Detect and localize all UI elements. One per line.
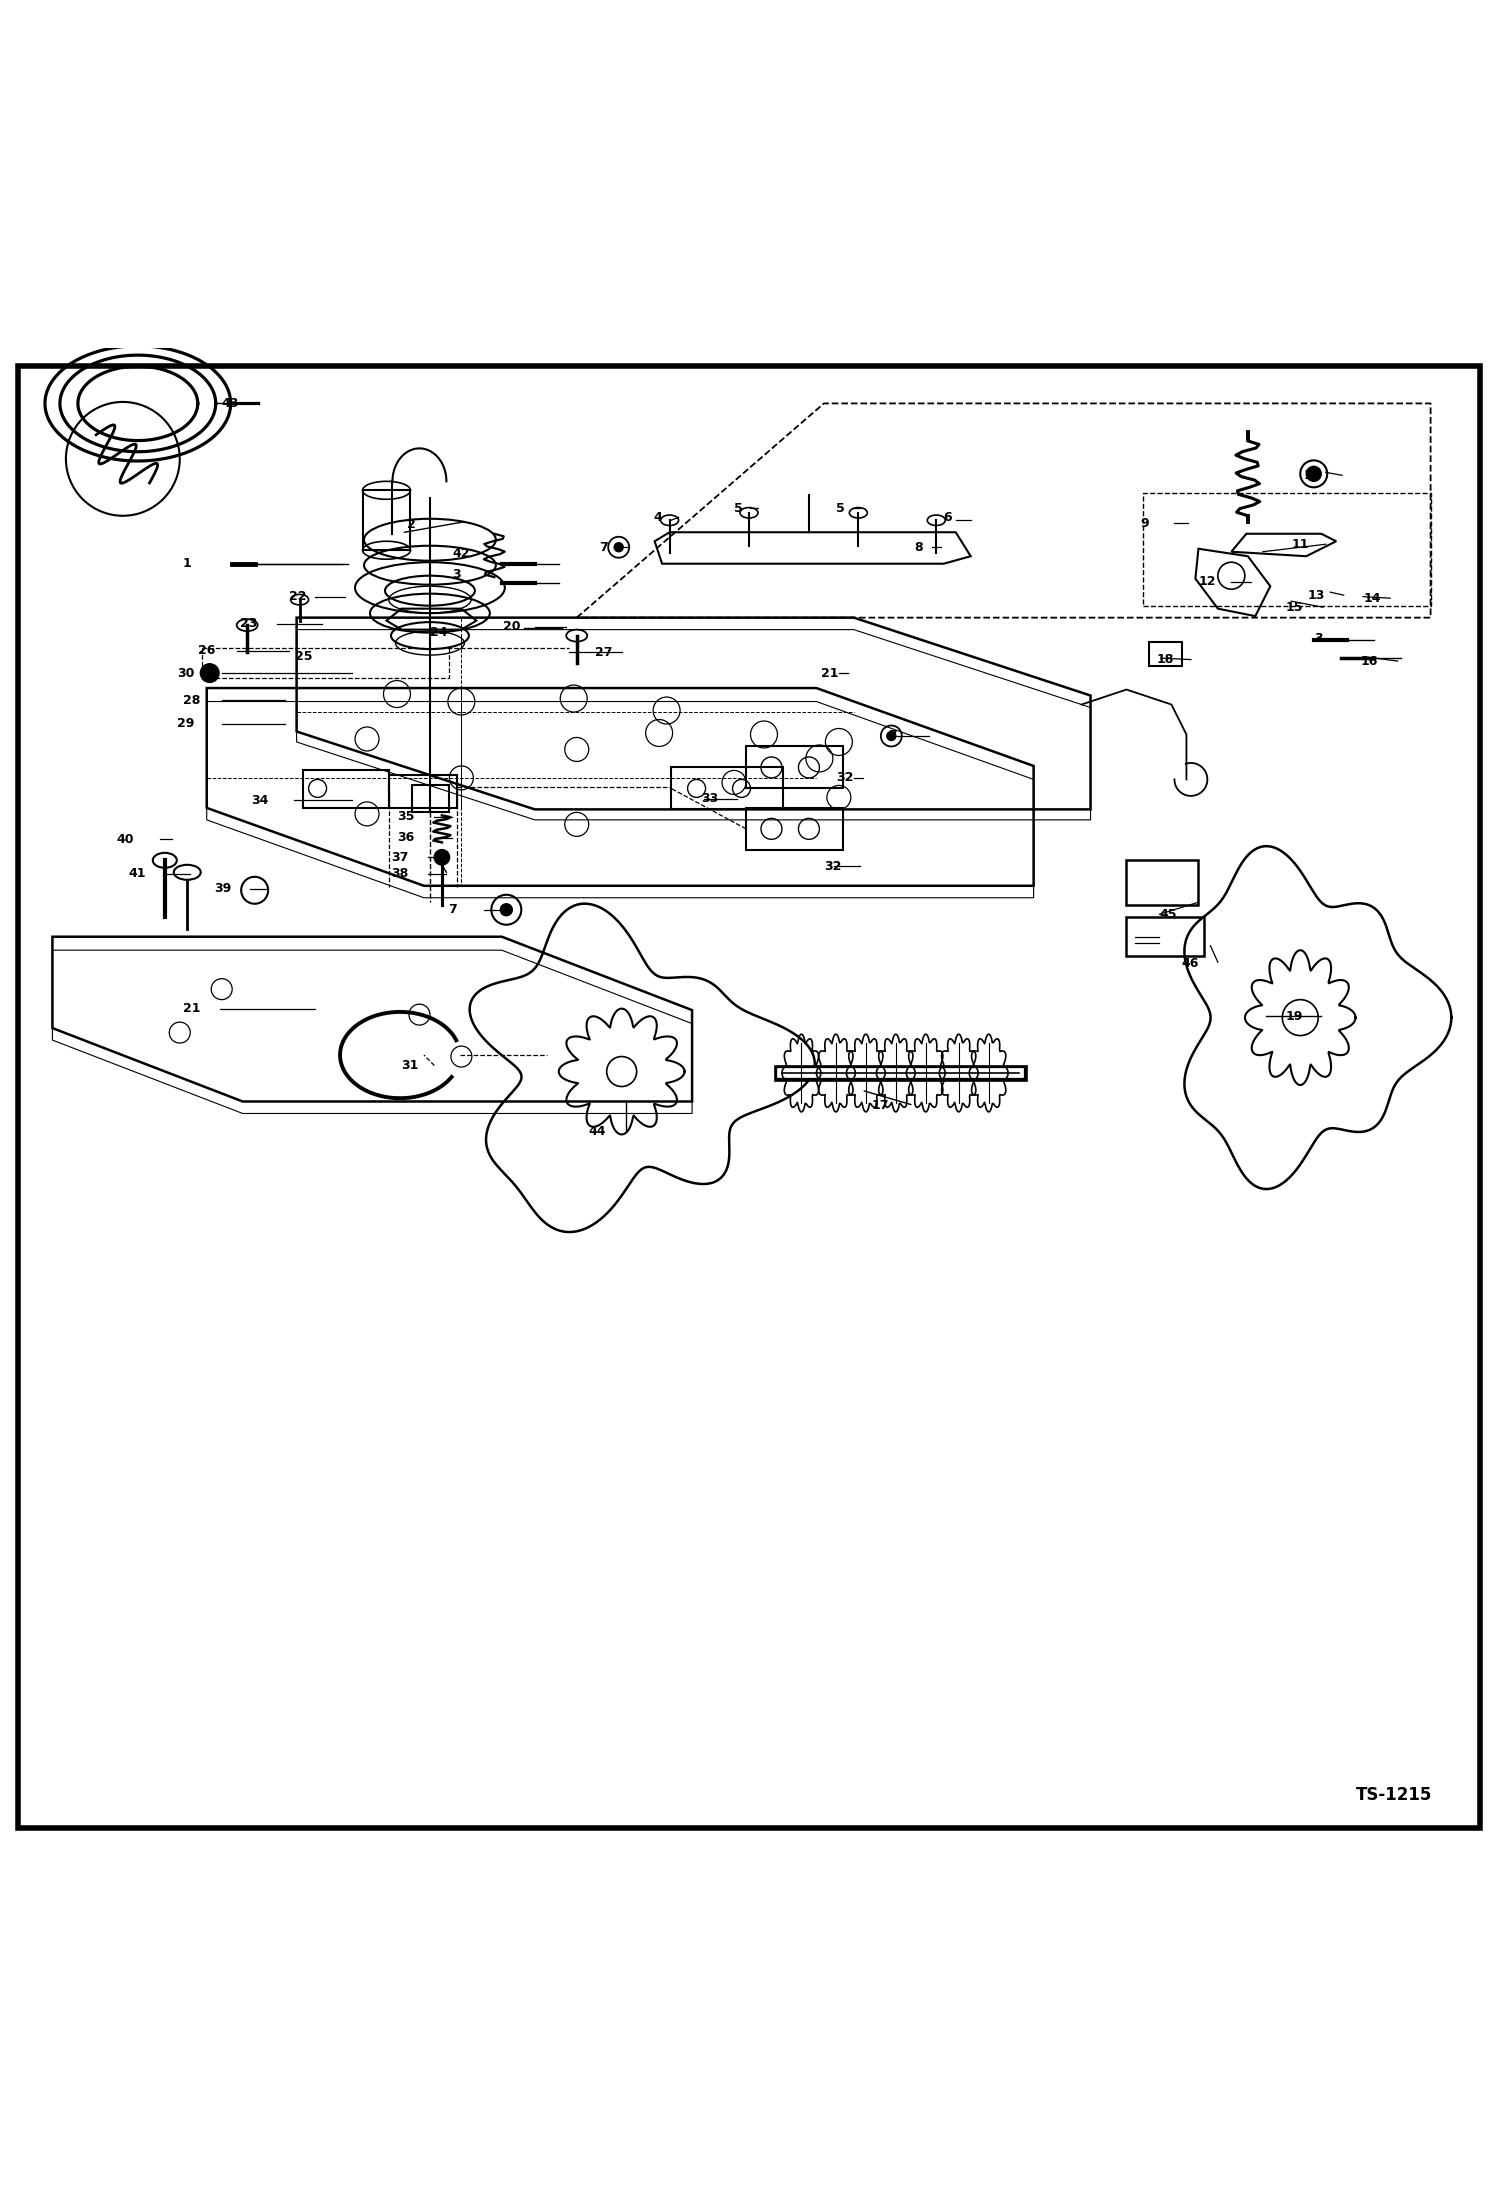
Text: 21: 21 (821, 667, 839, 680)
Text: 9: 9 (1140, 518, 1149, 529)
Text: 20: 20 (503, 621, 521, 634)
Text: 27: 27 (595, 645, 613, 658)
Text: 33: 33 (701, 792, 719, 805)
Text: 10: 10 (1303, 470, 1321, 483)
Text: 44: 44 (589, 1126, 607, 1139)
Text: 24: 24 (430, 625, 448, 638)
Text: 40: 40 (117, 834, 135, 847)
Text: 23: 23 (240, 617, 258, 630)
Text: 21: 21 (183, 1003, 201, 1016)
Text: 6: 6 (944, 511, 953, 524)
Text: 38: 38 (391, 867, 409, 880)
Text: 36: 36 (397, 832, 415, 845)
Circle shape (201, 665, 219, 682)
Text: 8: 8 (914, 540, 923, 553)
Text: 7: 7 (448, 904, 457, 917)
Text: 3: 3 (452, 568, 461, 581)
Bar (746, 807, 843, 849)
Circle shape (1306, 467, 1321, 480)
Circle shape (500, 904, 512, 915)
Text: 13: 13 (1308, 588, 1326, 601)
Text: 3: 3 (1314, 632, 1323, 645)
Bar (363, 489, 410, 551)
Text: 28: 28 (183, 693, 201, 706)
Text: 16: 16 (1360, 654, 1378, 667)
Bar (389, 774, 457, 807)
Bar (671, 768, 783, 810)
Text: 25: 25 (295, 649, 313, 663)
Bar (412, 785, 449, 812)
Text: 43: 43 (222, 397, 240, 410)
Bar (1149, 641, 1182, 665)
Text: 26: 26 (198, 645, 216, 656)
Circle shape (614, 542, 623, 551)
Text: 32: 32 (824, 860, 842, 873)
Text: TS-1215: TS-1215 (1356, 1786, 1432, 1803)
Text: 39: 39 (214, 882, 232, 895)
Text: 32: 32 (836, 772, 854, 785)
Bar (1126, 860, 1198, 906)
Text: 1: 1 (183, 557, 192, 570)
Text: 37: 37 (391, 851, 409, 864)
Text: 42: 42 (452, 546, 470, 559)
Text: 31: 31 (401, 1060, 419, 1073)
Text: 7: 7 (599, 540, 608, 553)
Bar (1126, 917, 1204, 957)
Bar (746, 746, 843, 788)
Text: 14: 14 (1363, 592, 1381, 606)
Text: 11: 11 (1291, 538, 1309, 551)
Text: 45: 45 (1159, 908, 1177, 921)
Text: 29: 29 (177, 717, 195, 731)
Text: 41: 41 (129, 867, 147, 880)
Text: 18: 18 (1156, 654, 1174, 667)
Text: 22: 22 (289, 590, 307, 603)
Text: 17: 17 (872, 1099, 890, 1112)
Text: 46: 46 (1182, 957, 1200, 970)
Text: 4: 4 (653, 511, 662, 524)
Text: 2: 2 (407, 518, 416, 531)
Circle shape (887, 731, 896, 742)
Text: 35: 35 (397, 810, 415, 823)
Text: 30: 30 (177, 667, 195, 680)
Text: 15: 15 (1285, 601, 1303, 614)
Text: 19: 19 (1285, 1009, 1303, 1022)
Text: 5: 5 (734, 502, 743, 516)
Text: 34: 34 (252, 794, 270, 807)
Text: 5: 5 (836, 502, 845, 516)
Text: 7: 7 (888, 728, 897, 742)
Circle shape (434, 849, 449, 864)
Bar (303, 770, 389, 807)
Text: 12: 12 (1198, 575, 1216, 588)
